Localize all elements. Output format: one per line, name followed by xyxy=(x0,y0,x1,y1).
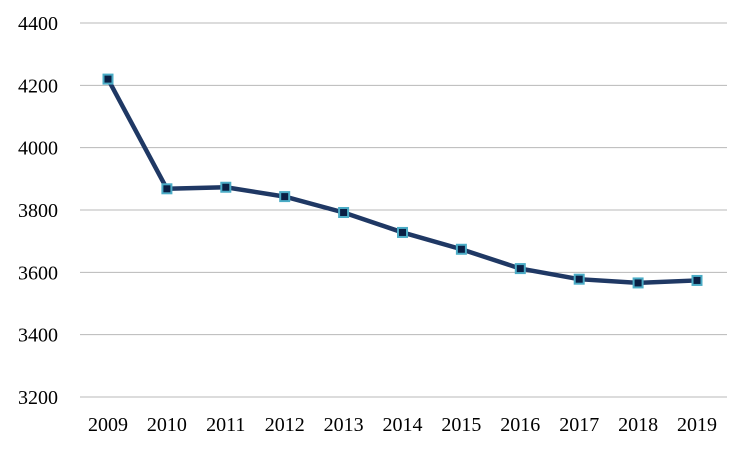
x-tick-label: 2017 xyxy=(559,414,599,436)
data-point-marker xyxy=(338,206,350,218)
data-point-marker xyxy=(514,263,526,275)
data-point-marker xyxy=(573,273,585,285)
data-point-marker xyxy=(691,274,703,286)
y-tick-label: 4200 xyxy=(18,75,58,97)
x-tick-label: 2018 xyxy=(618,414,658,436)
x-tick-label: 2010 xyxy=(147,414,187,436)
x-tick-label: 2014 xyxy=(383,414,423,436)
series-group xyxy=(102,73,703,289)
y-tick-label: 3600 xyxy=(18,262,58,284)
data-point-marker xyxy=(279,191,291,203)
y-tick-label: 4400 xyxy=(18,13,58,35)
data-point-marker xyxy=(632,277,644,289)
x-axis-tick-labels: 2009 2010 2011 2012 2013 2014 2015 2016 2017 2018… xyxy=(88,414,717,436)
gridlines xyxy=(80,22,727,398)
x-tick-label: 2016 xyxy=(500,414,540,436)
x-tick-label: 2011 xyxy=(206,414,245,436)
x-tick-label: 2013 xyxy=(324,414,364,436)
x-tick-label: 2009 xyxy=(88,414,128,436)
y-tick-label: 3800 xyxy=(18,200,58,222)
y-axis-tick-labels: 3200 3400 3600 3800 4000 4200 4400 xyxy=(18,13,58,409)
series-line xyxy=(105,76,700,286)
x-tick-label: 2012 xyxy=(265,414,305,436)
data-point-marker xyxy=(161,183,173,195)
x-tick-label: 2015 xyxy=(441,414,481,436)
data-point-marker xyxy=(220,181,232,193)
y-tick-label: 3200 xyxy=(18,387,58,409)
data-point-marker xyxy=(397,226,408,238)
x-tick-label: 2019 xyxy=(677,414,717,436)
data-point-marker xyxy=(102,73,114,85)
y-tick-label: 3400 xyxy=(18,325,58,347)
data-point-marker xyxy=(455,243,467,255)
y-tick-label: 4000 xyxy=(18,138,58,160)
